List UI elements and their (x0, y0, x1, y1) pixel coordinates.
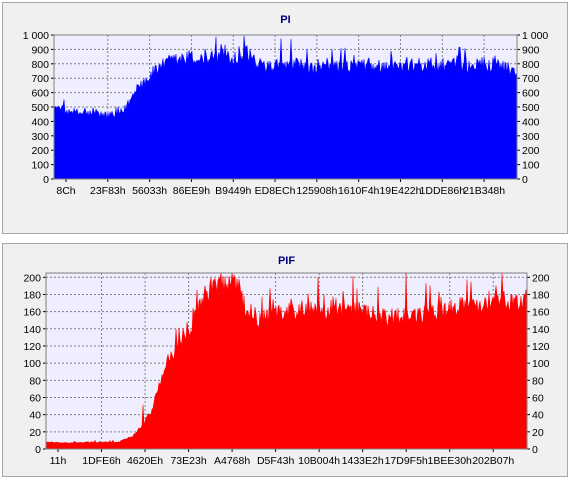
y-tick-label-left: 160 (23, 307, 41, 319)
y-tick-label-right: 200 (532, 272, 550, 284)
y-tick-label-left: 1 000 (23, 30, 49, 42)
y-tick-label-left: 900 (31, 44, 49, 56)
x-tick-label: 1DDE86h (420, 185, 466, 197)
y-tick-label-left: 200 (31, 145, 49, 157)
plot-frame (45, 272, 528, 450)
y-tick-label-left: 500 (31, 102, 49, 114)
x-tick-label: 1DFE6h (82, 455, 121, 467)
series-area (45, 272, 528, 450)
pif-chart: PIF 0 0 20 20 40 40 60 60 80 80 100 100 120 120 140 140 1… (23, 255, 550, 467)
y-tick-label-left: 40 (29, 410, 41, 422)
x-tick-label: 10B004h (298, 455, 340, 467)
plot-frame (53, 34, 518, 180)
x-tick-label: 21B348h (463, 185, 505, 197)
x-tick-label: D5F43h (257, 455, 295, 467)
x-tick-label: ED8ECh (255, 185, 296, 197)
chart-title: PI (280, 14, 290, 26)
y-tick-label-left: 700 (31, 73, 49, 85)
y-tick-label-right: 100 (522, 160, 540, 172)
y-tick-label-left: 200 (23, 272, 41, 284)
y-tick-label-left: 400 (31, 116, 49, 128)
chart-title: PIF (278, 255, 295, 267)
x-tick-label: 1433E2h (342, 455, 384, 467)
y-tick-label-right: 0 (532, 444, 538, 456)
y-tick-label-right: 600 (522, 88, 540, 100)
y-tick-label-left: 0 (35, 444, 41, 456)
y-tick-label-left: 180 (23, 289, 41, 301)
x-tick-label: 125908h (296, 185, 337, 197)
y-tick-label-left: 100 (23, 358, 41, 370)
pif-chart-panel: PIF 0 0 20 20 40 40 60 60 80 80 100 100 120 120 140 140 1… (2, 243, 568, 477)
y-tick-label-left: 100 (31, 160, 49, 172)
x-tick-label: A4768h (214, 455, 250, 467)
pi-chart: PI 0 0 100 100 200 200 300 300 400 400 500 500 600 600… (23, 14, 549, 197)
x-tick-label: 1610F4h (338, 185, 380, 197)
y-tick-label-right: 900 (522, 44, 540, 56)
x-tick-label: 86EE9h (173, 185, 211, 197)
y-tick-label-right: 140 (532, 324, 550, 336)
x-tick-label: B9449h (215, 185, 251, 197)
x-tick-label: 19E422h (379, 185, 421, 197)
x-tick-label: 202B07h (472, 455, 514, 467)
y-tick-label-right: 40 (532, 410, 544, 422)
y-tick-label-right: 1 000 (522, 30, 548, 42)
y-tick-label-right: 100 (532, 358, 550, 370)
y-tick-label-left: 600 (31, 88, 49, 100)
y-tick-label-right: 300 (522, 131, 540, 143)
y-tick-label-right: 700 (522, 73, 540, 85)
x-tick-label: 73E23h (170, 455, 206, 467)
y-tick-label-left: 60 (29, 392, 41, 404)
pi-chart-panel: PI 0 0 100 100 200 200 300 300 400 400 500 500 600 600… (2, 2, 568, 234)
y-tick-label-right: 800 (522, 59, 540, 71)
x-tick-label: 8Ch (56, 185, 75, 197)
y-tick-label-right: 160 (532, 307, 550, 319)
y-tick-label-right: 180 (532, 289, 550, 301)
y-tick-label-right: 80 (532, 375, 544, 387)
y-tick-label-right: 500 (522, 102, 540, 114)
y-tick-label-right: 200 (522, 145, 540, 157)
x-tick-label: 56033h (132, 185, 167, 197)
y-tick-label-right: 20 (532, 427, 544, 439)
y-tick-label-left: 800 (31, 59, 49, 71)
y-tick-label-left: 300 (31, 131, 49, 143)
x-tick-label: 17D9F5h (385, 455, 428, 467)
y-tick-label-right: 60 (532, 392, 544, 404)
x-tick-label: 11h (50, 455, 67, 467)
y-tick-label-left: 0 (43, 174, 49, 186)
x-tick-label: 1BEE30h (428, 455, 473, 467)
series-area (53, 35, 518, 180)
y-tick-label-left: 140 (23, 324, 41, 336)
y-tick-label-left: 20 (29, 427, 41, 439)
y-tick-label-left: 120 (23, 341, 41, 353)
x-tick-label: 23F83h (90, 185, 126, 197)
y-tick-label-right: 120 (532, 341, 550, 353)
x-tick-label: 4620Eh (127, 455, 163, 467)
y-tick-label-right: 400 (522, 116, 540, 128)
y-tick-label-right: 0 (522, 174, 528, 186)
y-tick-label-left: 80 (29, 375, 41, 387)
